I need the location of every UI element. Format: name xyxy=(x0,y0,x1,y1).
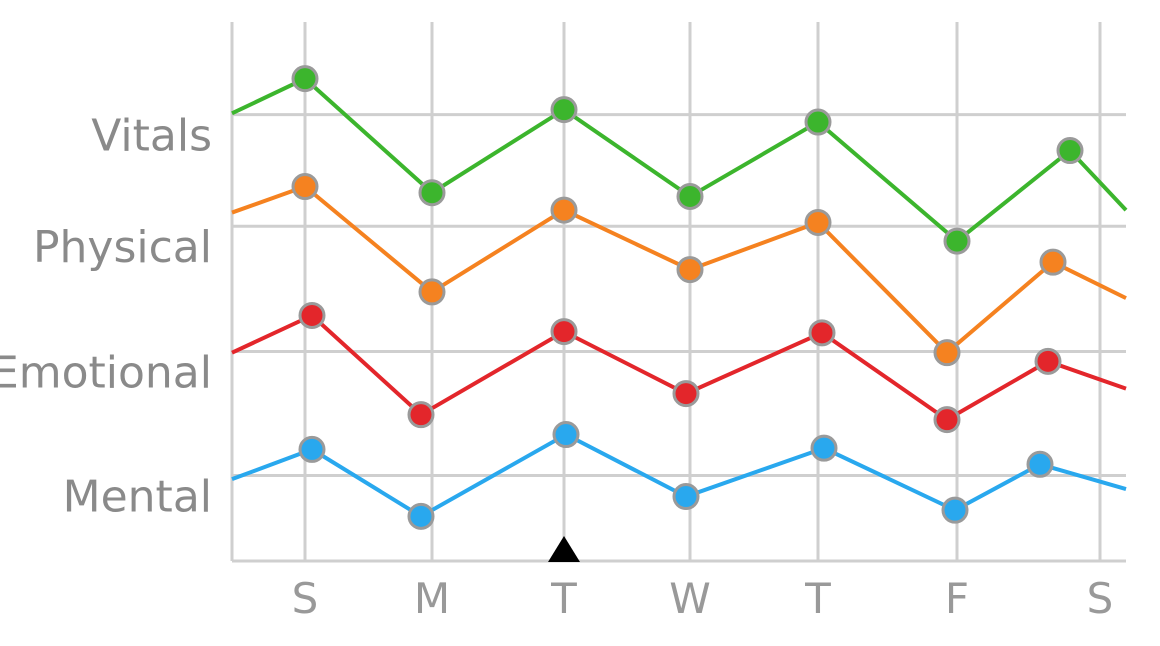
series-mental xyxy=(231,421,1127,530)
data-point xyxy=(552,421,580,449)
x-tick-label: S xyxy=(1087,574,1114,623)
current-day-marker xyxy=(548,536,580,562)
x-tick-label: F xyxy=(945,574,969,623)
data-point xyxy=(298,301,326,329)
data-point xyxy=(941,496,969,524)
series-line xyxy=(231,76,1128,244)
data-point xyxy=(933,406,961,434)
data-point xyxy=(804,108,832,136)
x-tick-label: S xyxy=(292,574,319,623)
axes xyxy=(230,22,1126,563)
data-point xyxy=(808,319,836,347)
x-tick-label: T xyxy=(804,574,831,623)
data-point xyxy=(550,318,578,346)
data-point xyxy=(1056,137,1084,165)
x-tick-label: T xyxy=(550,574,577,623)
data-point xyxy=(676,256,704,284)
data-point xyxy=(291,65,319,93)
data-point xyxy=(810,434,838,462)
y-level-label: Vitals xyxy=(91,111,212,162)
data-point xyxy=(407,401,435,429)
data-point xyxy=(298,435,326,463)
data-point xyxy=(550,96,578,124)
series-emotional xyxy=(231,301,1127,434)
data-point xyxy=(1034,347,1062,375)
x-tick-label: M xyxy=(414,574,450,623)
data-point xyxy=(933,339,961,367)
data-point xyxy=(943,227,971,255)
y-level-label: Physical xyxy=(33,222,212,273)
series-vitals xyxy=(231,65,1128,255)
data-point xyxy=(672,483,700,511)
current-day-triangle-icon xyxy=(548,536,580,562)
series-physical xyxy=(231,173,1127,367)
y-level-label: Mental xyxy=(63,471,212,522)
y-level-labels: Vitals Physical Emotional Mental xyxy=(0,111,212,523)
data-point xyxy=(804,208,832,236)
x-tick-label: W xyxy=(669,574,711,623)
grid xyxy=(232,22,1126,561)
data-point xyxy=(676,182,704,210)
data-point xyxy=(291,173,319,201)
data-point xyxy=(672,380,700,408)
data-point xyxy=(1026,450,1054,478)
series xyxy=(231,65,1128,530)
data-point xyxy=(550,196,578,224)
data-point xyxy=(1039,248,1067,276)
data-point xyxy=(407,502,435,530)
y-level-label: Emotional xyxy=(0,347,212,398)
data-point xyxy=(418,278,446,306)
data-point xyxy=(418,179,446,207)
